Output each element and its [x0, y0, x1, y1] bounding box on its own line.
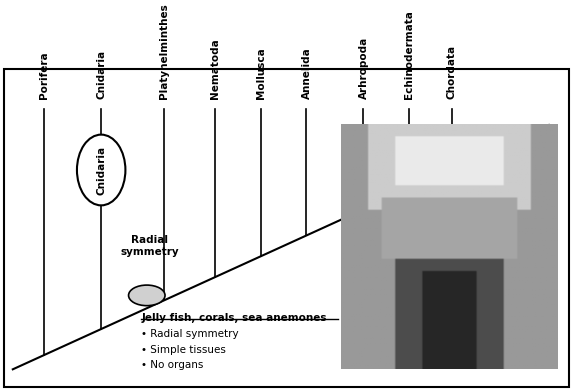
Text: • Radial symmetry: • Radial symmetry	[141, 329, 239, 339]
Ellipse shape	[77, 135, 125, 206]
Text: Chordata: Chordata	[447, 45, 457, 99]
Text: • No organs: • No organs	[141, 360, 203, 370]
Text: Platyhelminthes: Platyhelminthes	[159, 4, 169, 99]
Text: Porifera: Porifera	[39, 51, 49, 99]
Text: Jelly fish, corals, sea anemones: Jelly fish, corals, sea anemones	[141, 313, 327, 323]
Text: Annelida: Annelida	[301, 48, 312, 99]
Text: Arhropoda: Arhropoda	[359, 37, 368, 99]
Text: Radial
symmetry: Radial symmetry	[120, 235, 179, 257]
Circle shape	[128, 285, 165, 306]
Text: Cnidaria: Cnidaria	[96, 145, 106, 195]
Text: Nematoda: Nematoda	[210, 39, 220, 99]
Text: Mollusca: Mollusca	[256, 48, 266, 99]
Text: Echinodermata: Echinodermata	[404, 11, 414, 99]
Text: • Simple tissues: • Simple tissues	[141, 345, 226, 355]
FancyBboxPatch shape	[4, 69, 569, 387]
Text: Cnidaria: Cnidaria	[96, 50, 106, 99]
